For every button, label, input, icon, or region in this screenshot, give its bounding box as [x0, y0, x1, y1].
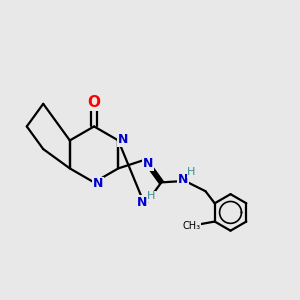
Text: N: N	[142, 157, 153, 170]
Text: CH₃: CH₃	[182, 221, 200, 231]
Text: N: N	[178, 173, 189, 186]
Text: H: H	[147, 191, 155, 201]
Text: N: N	[137, 196, 147, 208]
Text: N: N	[92, 177, 103, 190]
Text: N: N	[118, 133, 128, 146]
Text: H: H	[187, 167, 196, 177]
Text: O: O	[88, 95, 100, 110]
